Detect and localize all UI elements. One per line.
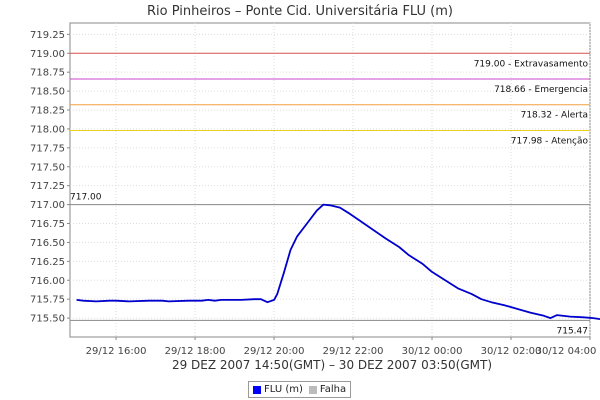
reference-line-label: 717.98 - Atenção (511, 136, 589, 146)
y-tick-label: 719.25 (30, 30, 65, 41)
grid-lines (70, 23, 591, 337)
series-line-flu (76, 203, 600, 321)
reference-line-label: 719.00 - Extravasamento (474, 59, 589, 69)
y-tick-label: 716.25 (30, 257, 65, 268)
plot-area (69, 22, 591, 338)
reference-line-label: 717.00 (70, 193, 102, 203)
legend: FLU (m) Falha (248, 381, 352, 398)
y-tick-label: 716.00 (30, 276, 65, 287)
y-tick-label: 719.00 (30, 49, 65, 60)
x-axis-label: 29 DEZ 2007 14:50(GMT) – 30 DEZ 2007 03:… (172, 358, 492, 372)
y-tick-label: 715.50 (30, 314, 65, 325)
y-tick-label: 718.75 (30, 68, 65, 79)
y-tick-label: 716.75 (30, 219, 65, 230)
x-tick-label: 29/12 22:00 (323, 346, 384, 357)
x-tick-label: 29/12 20:00 (244, 346, 305, 357)
reference-lines: 719.00 - Extravasamento 718.66 - Emergenc… (70, 52, 590, 336)
reference-line-label: 718.66 - Emergencia (494, 85, 588, 95)
x-tick-label: 30/12 04:00 (536, 346, 597, 357)
legend-label-falha: Falha (319, 384, 347, 395)
y-axis: 715.50 715.75 716.00 716.25 716.50 716.75 717.… (30, 30, 70, 325)
reference-line-label: 718.32 - Alerta (521, 111, 588, 121)
reference-line-label: 715.47 (557, 326, 589, 336)
x-tick-label: 29/12 18:00 (165, 346, 226, 357)
series-layer (76, 203, 600, 321)
y-tick-label: 717.75 (30, 143, 65, 154)
y-tick-label: 717.00 (30, 200, 65, 211)
legend-swatch-flu (253, 385, 261, 394)
legend-label-flu: FLU (m) (264, 384, 303, 395)
y-tick-label: 718.50 (30, 87, 65, 98)
legend-swatch-falha (308, 385, 317, 394)
x-tick-label: 30/12 02:00 (481, 346, 542, 357)
y-tick-label: 715.75 (30, 295, 65, 306)
chart-title: Rio Pinheiros – Ponte Cid. Universitária… (147, 4, 453, 19)
y-tick-label: 718.00 (30, 124, 65, 135)
legend-item-falha[interactable]: Falha (308, 384, 347, 395)
x-tick-label: 29/12 16:00 (86, 346, 147, 357)
y-tick-label: 716.50 (30, 238, 65, 249)
y-tick-label: 717.50 (30, 162, 65, 173)
x-axis: 29/12 16:00 29/12 18:00 29/12 20:00 29/12 2… (86, 337, 597, 357)
x-tick-label: 30/12 00:00 (402, 346, 463, 357)
y-tick-label: 717.25 (30, 181, 65, 192)
legend-item-flu[interactable]: FLU (m) (253, 384, 303, 395)
y-tick-label: 718.25 (30, 106, 65, 117)
